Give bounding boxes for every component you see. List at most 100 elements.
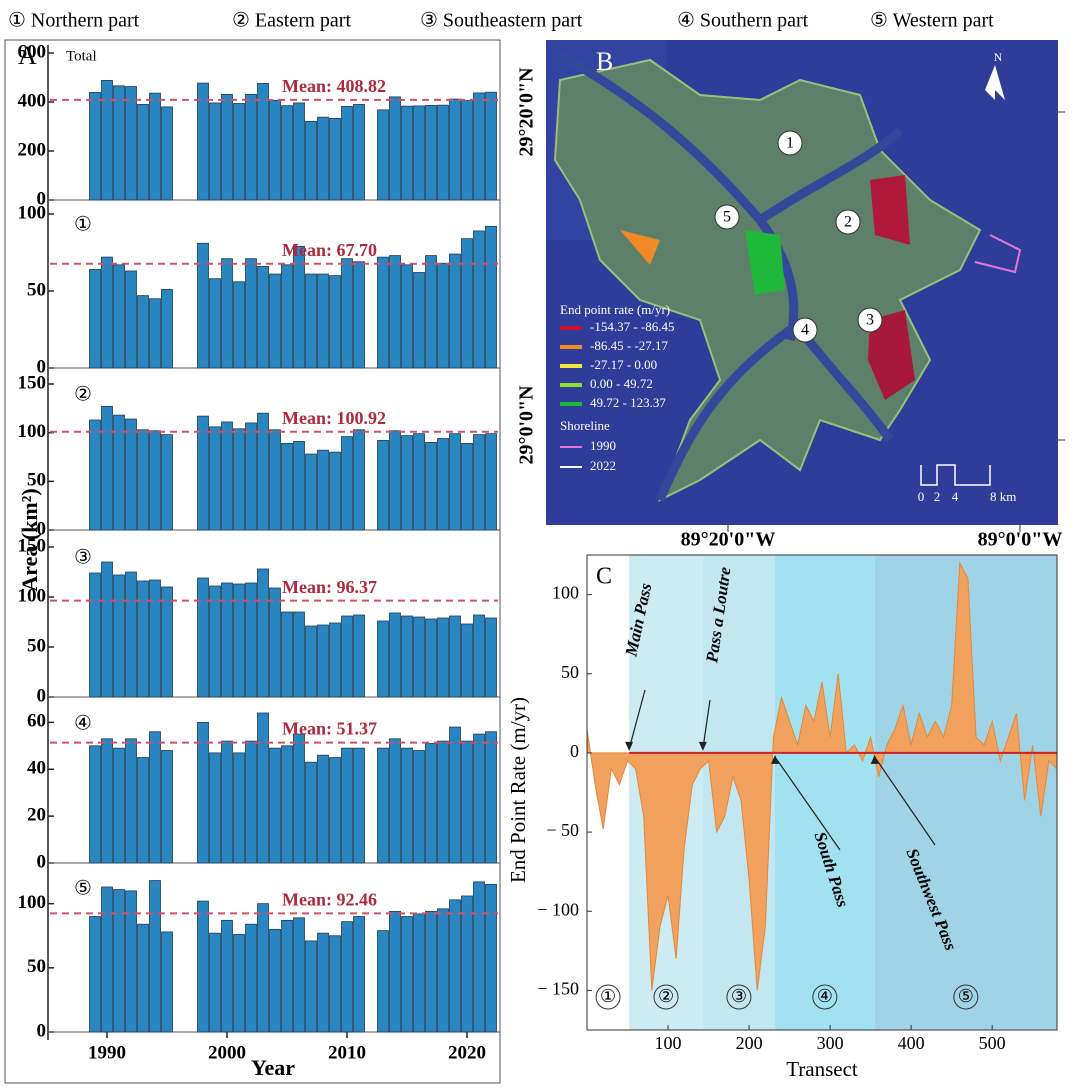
lat-label: 29°0'0"N (516, 385, 538, 465)
bar (281, 105, 293, 201)
bar (89, 92, 101, 201)
bar (101, 886, 113, 1033)
bar (245, 422, 257, 531)
panel-label: ① (74, 214, 92, 236)
bar (293, 611, 305, 698)
bar (341, 106, 353, 201)
north-label: N (994, 50, 1003, 64)
bar (293, 733, 305, 864)
bar (329, 451, 341, 531)
y-tick-label: 0 (37, 685, 47, 706)
zone-label: 2 (844, 214, 852, 231)
bar (461, 623, 473, 698)
bar (305, 625, 317, 698)
bar (269, 747, 281, 864)
bar (149, 880, 161, 1033)
bar (341, 921, 353, 1033)
bar (269, 928, 281, 1033)
bar (389, 738, 401, 864)
panel-label: ② (74, 384, 92, 406)
y-tick-label: 150 (18, 535, 47, 556)
bar (473, 434, 485, 531)
bar (161, 289, 173, 369)
bar (197, 242, 209, 369)
annotation-arrow (774, 756, 841, 851)
x-tick-label: 2000 (208, 1042, 246, 1063)
region-label: ① (600, 986, 616, 1006)
panel-label: ③ (74, 547, 92, 569)
bar (449, 615, 461, 698)
y-tick-label: 0 (37, 518, 47, 539)
bar (353, 614, 365, 698)
bar (209, 932, 221, 1033)
bar (317, 273, 329, 369)
legend-entry: ③ Southeastern part (420, 10, 583, 32)
panel-label: ④ (74, 713, 92, 735)
region-label: ⑤ (958, 986, 974, 1006)
y-tick-label: 0 (37, 188, 47, 209)
bar (485, 225, 497, 369)
annotation-arrow (628, 689, 646, 750)
bar (305, 273, 317, 369)
annotation-arrow (702, 699, 711, 750)
bar (209, 278, 221, 369)
erosion-area (620, 230, 660, 265)
bar (461, 100, 473, 201)
bar (221, 258, 233, 369)
bar (197, 900, 209, 1033)
bar (389, 255, 401, 369)
bar (137, 923, 149, 1033)
panel-letter: B (596, 47, 613, 76)
y-tick-label: 0 (37, 851, 47, 872)
bar (137, 580, 149, 698)
bar (161, 931, 173, 1033)
map-panel: 29°20'0"N 29°0'0"N 89°20'0"W 89°0'0"W N 1 2 3 4 5… (516, 40, 1065, 551)
legend-label: 2022 (590, 458, 616, 473)
bar (413, 272, 425, 369)
area (586, 561, 1058, 991)
bar (149, 731, 161, 864)
lon-label: 89°0'0"W (978, 529, 1063, 551)
y-tick-label: 60 (27, 711, 46, 732)
lon-label: 89°20'0"W (681, 529, 776, 551)
bar (89, 745, 101, 864)
y-axis-title: Area (km²) (17, 488, 42, 591)
zone-marker (777, 130, 803, 156)
legend-entry: ② Eastern part (232, 10, 351, 32)
y-tick-label: 50 (27, 635, 46, 656)
bar (329, 118, 341, 201)
bar (425, 441, 437, 531)
bar (353, 261, 365, 369)
bar (149, 92, 161, 201)
bar (389, 910, 401, 1033)
y-tick-label: 50 (561, 662, 579, 682)
y-tick-label: 40 (27, 758, 46, 779)
bar (233, 103, 245, 201)
bar (257, 903, 269, 1033)
bar (353, 104, 365, 201)
mean-label: Mean: 408.82 (282, 76, 386, 96)
x-tick-label: 500 (979, 1033, 1006, 1053)
bar (305, 761, 317, 864)
bar (293, 245, 305, 369)
bar (245, 258, 257, 369)
bar (473, 733, 485, 864)
panel-c: ① ② ③ ④ ⑤ − 150 − 100 − 50 0 50 100 100 200 300 400 500… (506, 554, 1058, 1081)
bar (401, 916, 413, 1033)
panel-a-frame (4, 39, 501, 1084)
y-tick-label: − 100 (537, 899, 579, 919)
bar (485, 884, 497, 1033)
y-tick-label: − 150 (537, 979, 579, 999)
bar (485, 433, 497, 531)
scale-label: 4 (952, 489, 959, 504)
bar (329, 757, 341, 864)
bar (341, 436, 353, 531)
region-marker (953, 984, 979, 1010)
bar (377, 256, 389, 369)
bar (269, 273, 281, 369)
x-tick-label: 2010 (328, 1042, 366, 1063)
bar (245, 582, 257, 698)
bar (257, 82, 269, 201)
bar (281, 919, 293, 1033)
bar (473, 614, 485, 698)
